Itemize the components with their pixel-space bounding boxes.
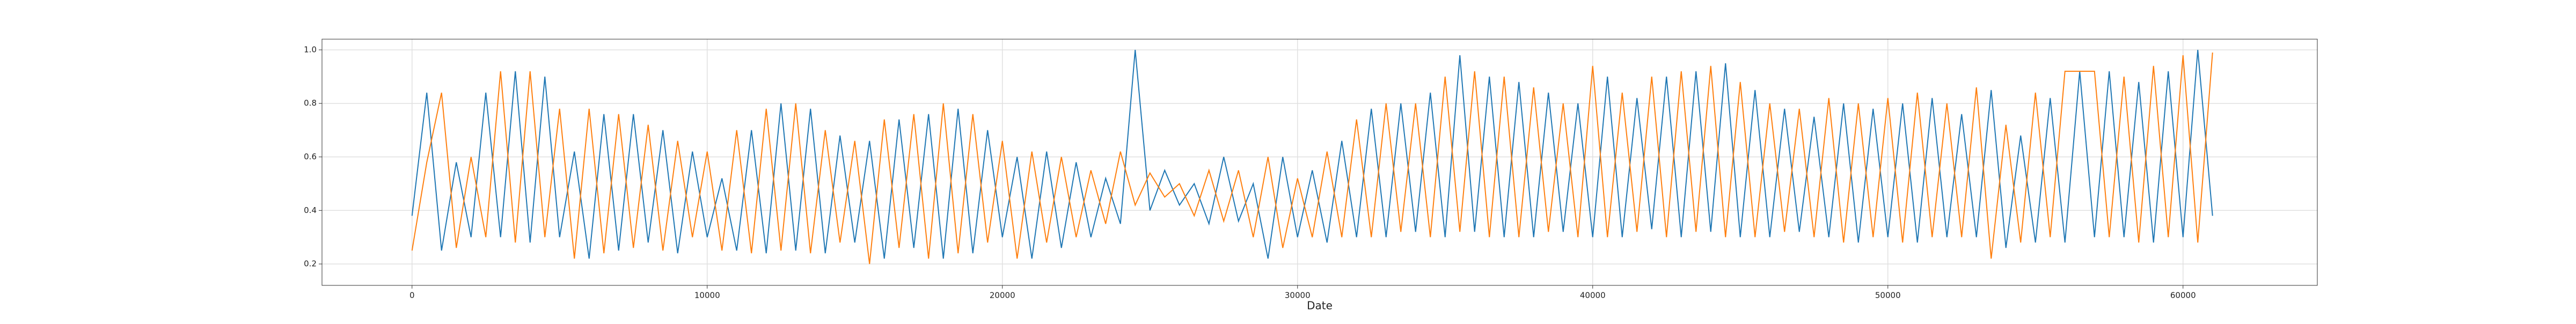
x-tick-label: 30000: [1285, 291, 1311, 300]
plot-frame: [321, 39, 2318, 286]
x-tick-label: 10000: [694, 291, 720, 300]
y-tick-label: 0.2: [304, 259, 317, 269]
x-tick-label: 0: [409, 291, 415, 300]
x-tick-label: 40000: [1580, 291, 1606, 300]
y-tick-label: 0.6: [304, 152, 317, 161]
line-series: [411, 49, 2213, 259]
x-axis-label: Date: [1307, 299, 1333, 312]
y-tick-label: 0.4: [304, 205, 317, 215]
x-tick-label: 20000: [990, 291, 1015, 300]
x-tick-label: 60000: [2170, 291, 2196, 300]
y-tick-label: 0.8: [304, 98, 317, 108]
y-tick-label: 1.0: [304, 45, 317, 54]
x-tick-label: 50000: [1875, 291, 1901, 300]
line-series: [411, 52, 2213, 264]
